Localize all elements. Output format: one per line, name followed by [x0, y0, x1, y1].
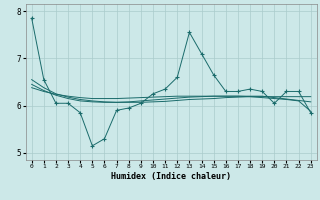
X-axis label: Humidex (Indice chaleur): Humidex (Indice chaleur)	[111, 172, 231, 181]
